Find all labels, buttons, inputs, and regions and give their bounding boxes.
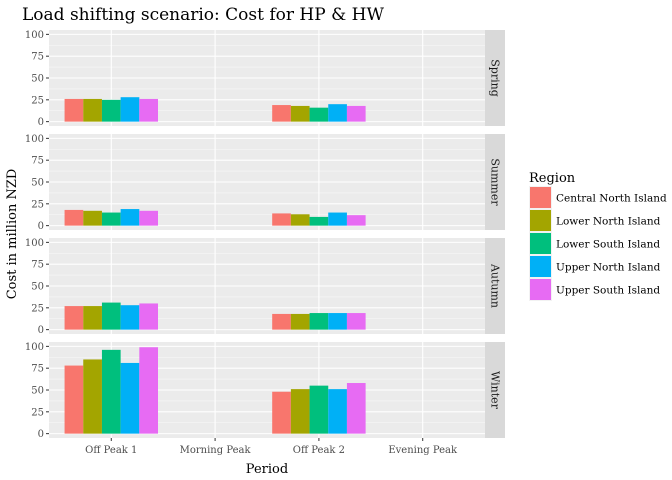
bar (120, 305, 140, 330)
facet-strip-label: Spring (489, 59, 502, 96)
y-tick-label: 50 (31, 282, 44, 293)
facet-strip (485, 342, 505, 438)
bar (83, 210, 102, 226)
x-tick-label: Off Peak 2 (293, 445, 345, 456)
x-axis-title: Period (246, 462, 288, 477)
y-tick-label: 100 (25, 342, 44, 353)
chart-title: Load shifting scenario: Cost for HP & HW (22, 5, 384, 25)
bar (139, 303, 158, 330)
facet-strip-label: Summer (489, 158, 502, 206)
bar (139, 98, 158, 122)
bar (101, 212, 121, 226)
y-tick-label: 0 (38, 221, 44, 232)
bar (101, 302, 121, 330)
x-tick-label: Evening Peak (388, 445, 458, 456)
bar (346, 215, 366, 226)
bar (83, 306, 102, 330)
facet-panel-spring: 0 25 50 75 100 Spring (25, 30, 505, 128)
bar (120, 362, 140, 434)
y-tick-label: 0 (38, 117, 44, 128)
legend-key (530, 279, 551, 300)
bar (272, 213, 291, 226)
facet-panels: 0 25 50 75 100 Spring 0 25 50 75 100 Summer 0 25 50 75 1… (25, 30, 505, 440)
facet-strip-label: Autumn (489, 263, 502, 308)
facet-strip (485, 134, 505, 230)
legend-key (530, 210, 551, 231)
legend-title: Region (529, 171, 576, 186)
bar (120, 209, 140, 226)
bar (290, 313, 310, 330)
bar (290, 214, 310, 226)
bar (64, 209, 84, 226)
bar (83, 98, 102, 122)
y-tick-label: 100 (25, 30, 44, 41)
legend: Region Central North Island Lower North I… (529, 171, 667, 301)
bar (101, 349, 121, 434)
bar (101, 99, 121, 122)
x-axis: Off Peak 1 Morning Peak Off Peak 2 Evening … (85, 438, 458, 456)
y-tick-label: 75 (31, 364, 44, 375)
y-tick-label: 75 (31, 52, 44, 63)
legend-label: Lower North Island (556, 216, 661, 228)
bar (64, 98, 84, 122)
facet-strip (485, 30, 505, 126)
bar (120, 97, 140, 122)
bar (272, 105, 291, 122)
bar (346, 313, 366, 330)
bar (346, 105, 366, 122)
y-tick-label: 50 (31, 178, 44, 189)
bar (290, 389, 310, 434)
bar (328, 313, 347, 330)
legend-label: Upper North Island (556, 262, 661, 274)
y-tick-label: 50 (31, 74, 44, 85)
y-tick-label: 0 (38, 325, 44, 336)
x-tick-label: Off Peak 1 (85, 445, 137, 456)
y-axis-title: Cost in million NZD (5, 169, 20, 300)
legend-key (530, 233, 551, 254)
bar (346, 383, 366, 434)
bar (64, 306, 84, 330)
y-tick-label: 75 (31, 156, 44, 167)
y-tick-label: 25 (31, 407, 44, 418)
y-tick-label: 25 (31, 199, 44, 210)
legend-label: Central North Island (556, 193, 667, 205)
facet-panel-winter: 0 25 50 75 100 Winter (25, 342, 505, 440)
y-tick-label: 50 (31, 386, 44, 397)
bar (139, 347, 158, 434)
bar (328, 212, 347, 226)
y-tick-label: 25 (31, 95, 44, 106)
x-tick-label: Morning Peak (180, 445, 252, 456)
bar (272, 391, 291, 434)
legend-label: Lower South Island (556, 239, 660, 251)
y-tick-label: 25 (31, 303, 44, 314)
bar (309, 216, 329, 226)
legend-label: Upper South Island (556, 285, 660, 297)
bar (309, 385, 329, 434)
bar (64, 365, 84, 434)
bar (309, 313, 329, 330)
bar (309, 107, 329, 122)
bar (290, 105, 310, 122)
bar (139, 210, 158, 226)
legend-key (530, 187, 551, 208)
facet-strip-label: Winter (489, 371, 502, 410)
bar (328, 104, 347, 122)
facet-panel-summer: 0 25 50 75 100 Summer (25, 134, 505, 232)
facet-panel-autumn: 0 25 50 75 100 Autumn (25, 238, 505, 336)
bar (272, 313, 291, 330)
y-tick-label: 100 (25, 134, 44, 145)
y-tick-label: 0 (38, 429, 44, 440)
bar (83, 359, 102, 434)
y-tick-label: 75 (31, 260, 44, 271)
y-tick-label: 100 (25, 238, 44, 249)
bar (328, 389, 347, 434)
legend-key (530, 256, 551, 277)
facet-strip (485, 238, 505, 334)
